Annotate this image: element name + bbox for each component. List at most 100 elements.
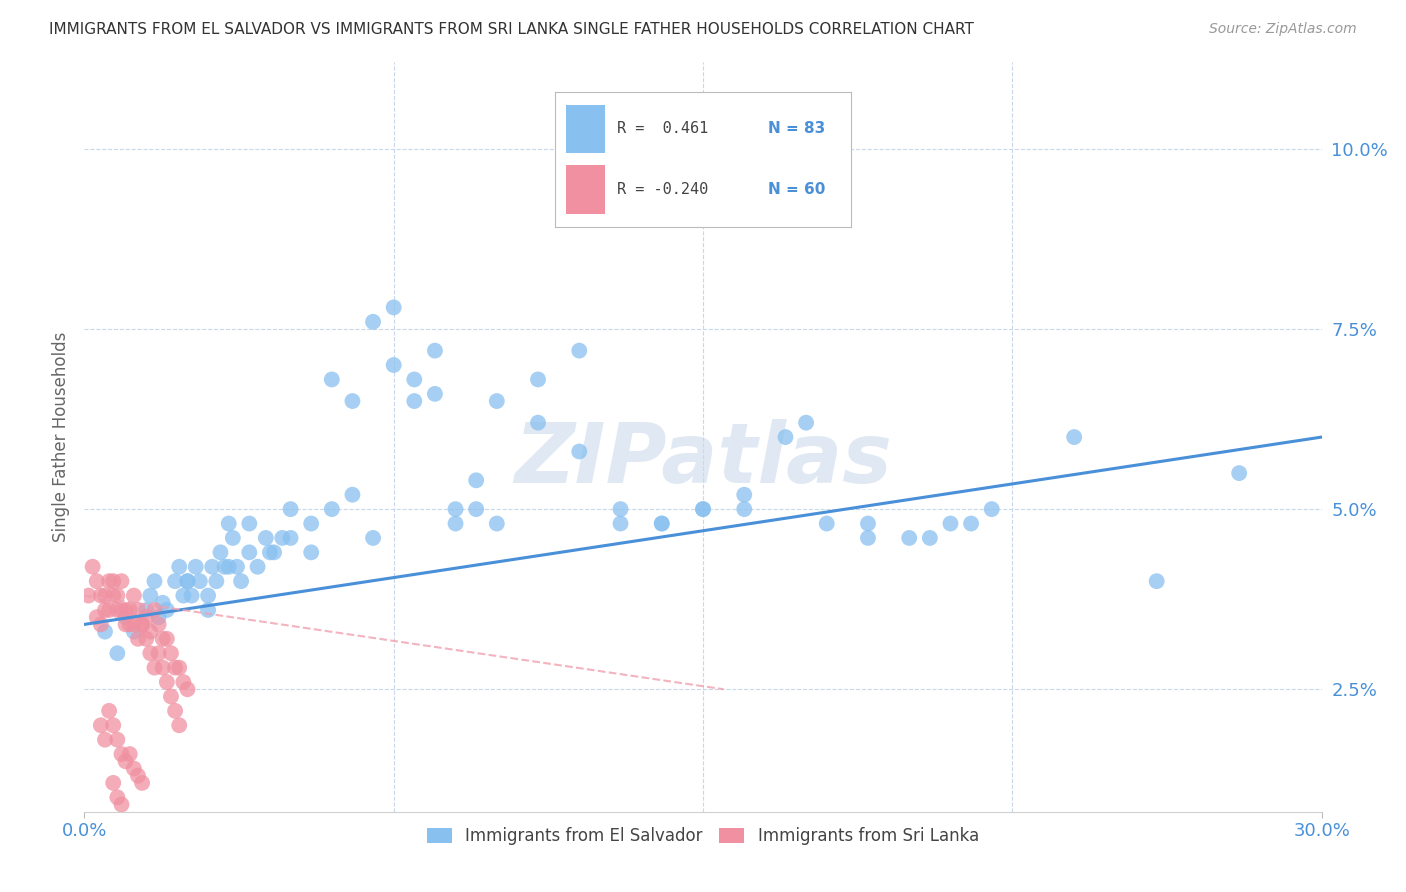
Point	[165, 660, 187, 674]
Point	[176, 574, 198, 589]
Point	[485, 394, 508, 409]
Point	[148, 610, 170, 624]
Point	[110, 574, 132, 589]
Point	[238, 516, 260, 531]
Point	[197, 589, 219, 603]
Point	[527, 372, 550, 386]
Point	[980, 502, 1002, 516]
Point	[1227, 466, 1250, 480]
Point	[229, 574, 252, 589]
Point	[254, 531, 277, 545]
Legend: Immigrants from El Salvador, Immigrants from Sri Lanka: Immigrants from El Salvador, Immigrants …	[420, 821, 986, 852]
Point	[77, 589, 100, 603]
Point	[165, 574, 187, 589]
Point	[259, 545, 281, 559]
Point	[960, 516, 983, 531]
Point	[165, 704, 187, 718]
Point	[160, 690, 183, 704]
Point	[118, 747, 141, 761]
Point	[139, 589, 162, 603]
Point	[105, 589, 128, 603]
Point	[176, 682, 198, 697]
Point	[110, 797, 132, 812]
Point	[172, 589, 194, 603]
Point	[218, 516, 240, 531]
Point	[127, 603, 149, 617]
Point	[423, 343, 446, 358]
Point	[86, 610, 108, 624]
Point	[122, 589, 145, 603]
Point	[114, 754, 136, 768]
Point	[131, 617, 153, 632]
Point	[152, 660, 174, 674]
Point	[139, 624, 162, 639]
Point	[103, 589, 125, 603]
Point	[222, 531, 245, 545]
Point	[118, 603, 141, 617]
Point	[271, 531, 294, 545]
Point	[127, 769, 149, 783]
Point	[98, 603, 121, 617]
Point	[160, 646, 183, 660]
Point	[143, 603, 166, 617]
Point	[114, 603, 136, 617]
Point	[94, 732, 117, 747]
Point	[226, 559, 249, 574]
Point	[122, 762, 145, 776]
Point	[238, 545, 260, 559]
Point	[135, 610, 157, 624]
Point	[94, 603, 117, 617]
Point	[156, 675, 179, 690]
Point	[692, 502, 714, 516]
Point	[105, 790, 128, 805]
Point	[98, 574, 121, 589]
Point	[152, 632, 174, 646]
Point	[361, 315, 384, 329]
Point	[156, 603, 179, 617]
Point	[465, 473, 488, 487]
Point	[280, 531, 302, 545]
Point	[122, 617, 145, 632]
Point	[1063, 430, 1085, 444]
Point	[299, 545, 322, 559]
Point	[1146, 574, 1168, 589]
Point	[131, 776, 153, 790]
Point	[103, 574, 125, 589]
Point	[218, 559, 240, 574]
Point	[209, 545, 232, 559]
Point	[135, 632, 157, 646]
Point	[321, 372, 343, 386]
Point	[90, 589, 112, 603]
Point	[180, 589, 202, 603]
Point	[122, 624, 145, 639]
Point	[94, 589, 117, 603]
Point	[135, 603, 157, 617]
Point	[143, 574, 166, 589]
Point	[152, 596, 174, 610]
Point	[444, 502, 467, 516]
Point	[485, 516, 508, 531]
Point	[898, 531, 921, 545]
Point	[105, 732, 128, 747]
Point	[143, 660, 166, 674]
Point	[167, 718, 190, 732]
Point	[651, 516, 673, 531]
Point	[167, 559, 190, 574]
Point	[342, 394, 364, 409]
Point	[263, 545, 285, 559]
Point	[103, 718, 125, 732]
Point	[131, 617, 153, 632]
Point	[299, 516, 322, 531]
Point	[148, 646, 170, 660]
Point	[110, 603, 132, 617]
Point	[139, 646, 162, 660]
Point	[172, 675, 194, 690]
Point	[118, 617, 141, 632]
Point	[856, 531, 879, 545]
Point	[382, 358, 405, 372]
Point	[465, 502, 488, 516]
Text: Source: ZipAtlas.com: Source: ZipAtlas.com	[1209, 22, 1357, 37]
Point	[609, 516, 631, 531]
Text: ZIPatlas: ZIPatlas	[515, 419, 891, 500]
Point	[176, 574, 198, 589]
